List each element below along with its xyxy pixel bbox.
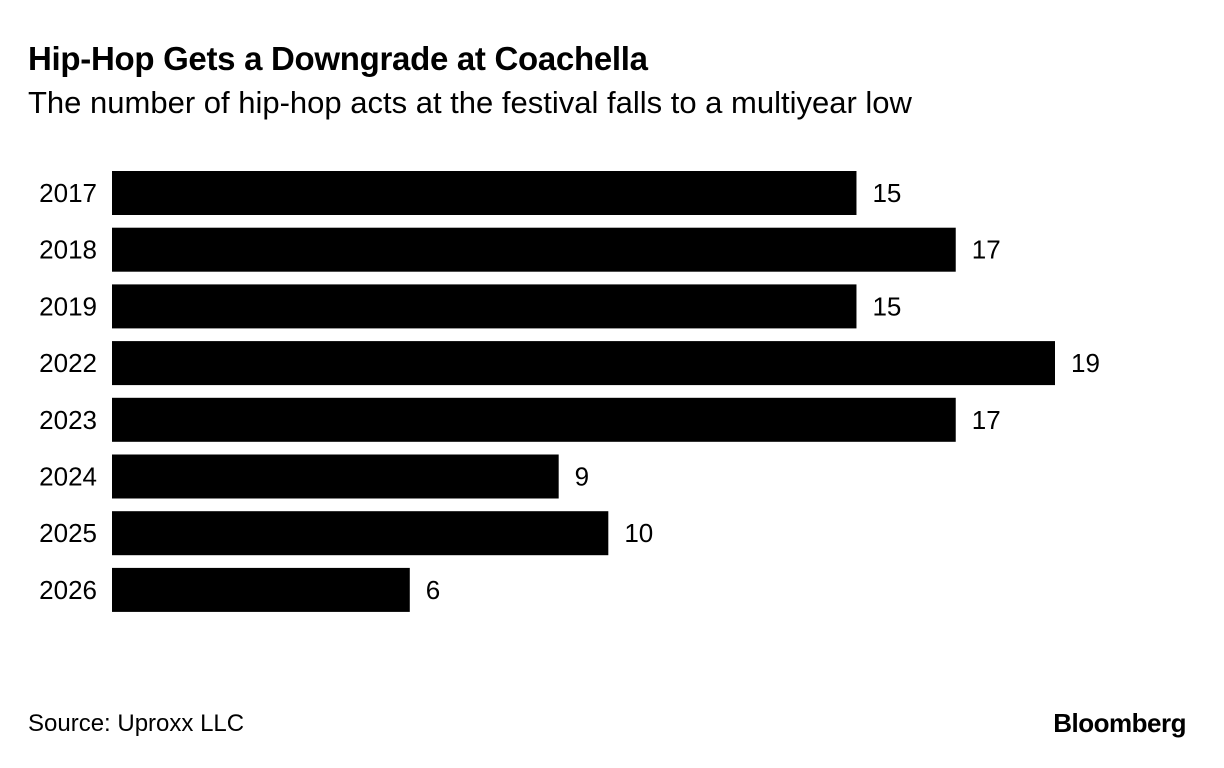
bar-2025 bbox=[112, 511, 609, 556]
value-label-2024: 9 bbox=[575, 462, 589, 492]
category-label-2018: 2018 bbox=[39, 235, 97, 265]
category-label-2017: 2017 bbox=[39, 178, 97, 208]
bar-2019 bbox=[112, 284, 857, 329]
value-label-2025: 10 bbox=[624, 518, 653, 548]
category-label-2019: 2019 bbox=[39, 291, 97, 321]
category-label-2025: 2025 bbox=[39, 518, 97, 548]
source-note: Source: Uproxx LLC bbox=[28, 710, 245, 737]
value-label-2022: 19 bbox=[1071, 348, 1100, 378]
chart-title: Hip-Hop Gets a Downgrade at Coachella bbox=[28, 40, 648, 77]
value-label-2026: 6 bbox=[426, 575, 440, 605]
bar-2022 bbox=[112, 341, 1055, 386]
category-label-2024: 2024 bbox=[39, 462, 97, 492]
bar-2023 bbox=[112, 397, 956, 442]
bar-2017 bbox=[112, 171, 857, 215]
category-label-2022: 2022 bbox=[39, 348, 97, 378]
bar-2018 bbox=[112, 227, 956, 272]
chart-subtitle: The number of hip-hop acts at the festiv… bbox=[28, 85, 912, 120]
value-label-2018: 17 bbox=[972, 235, 1001, 265]
category-label-2026: 2026 bbox=[39, 575, 97, 605]
value-label-2019: 15 bbox=[872, 291, 901, 321]
value-label-2017: 15 bbox=[872, 178, 901, 208]
bloomberg-logo: Bloomberg bbox=[1053, 708, 1186, 738]
bar-2024 bbox=[112, 454, 559, 499]
bar-2026 bbox=[112, 567, 410, 612]
category-label-2023: 2023 bbox=[39, 405, 97, 435]
value-label-2023: 17 bbox=[972, 405, 1001, 435]
